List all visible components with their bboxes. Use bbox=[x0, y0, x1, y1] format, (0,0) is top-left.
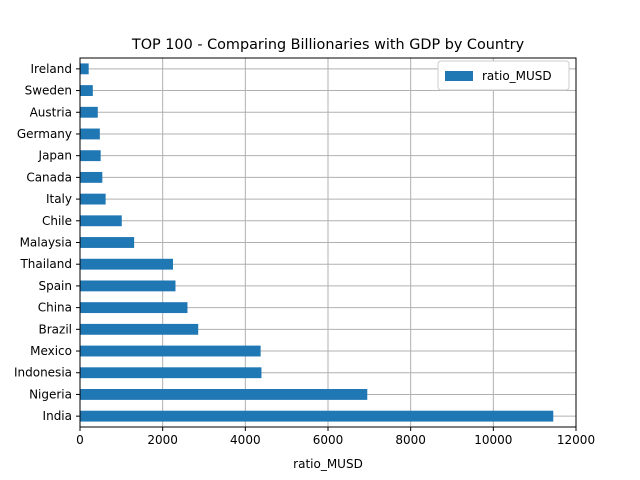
y-tick-label-ireland: Ireland bbox=[30, 62, 72, 76]
x-tick-label: 4000 bbox=[230, 433, 261, 447]
y-tick-label-china: China bbox=[38, 301, 72, 315]
y-tick-label-japan: Japan bbox=[38, 149, 72, 163]
bar-thailand bbox=[80, 258, 173, 270]
bar-ireland bbox=[80, 63, 89, 75]
bar-malaysia bbox=[80, 237, 135, 248]
y-tick-label-indonesia: Indonesia bbox=[14, 366, 72, 380]
legend-label: ratio_MUSD bbox=[482, 69, 552, 83]
x-tick-label: 10000 bbox=[474, 433, 512, 447]
x-tick-label: 8000 bbox=[395, 433, 426, 447]
y-tick-label-germany: Germany bbox=[17, 127, 72, 141]
bar-sweden bbox=[80, 85, 93, 96]
bar-japan bbox=[80, 150, 101, 162]
y-tick-label-canada: Canada bbox=[26, 170, 72, 184]
y-tick-label-chile: Chile bbox=[42, 214, 72, 228]
y-tick-label-italy: Italy bbox=[46, 192, 72, 206]
y-tick-label-thailand: Thailand bbox=[19, 257, 72, 271]
bar-nigeria bbox=[80, 389, 368, 400]
bar-mexico bbox=[80, 345, 261, 357]
x-tick-label: 6000 bbox=[313, 433, 344, 447]
y-tick-label-india: India bbox=[43, 409, 72, 423]
legend-swatch bbox=[445, 71, 473, 81]
y-tick-label-austria: Austria bbox=[30, 105, 72, 119]
bar-germany bbox=[80, 128, 100, 140]
bar-china bbox=[80, 302, 188, 314]
y-tick-label-spain: Spain bbox=[38, 279, 72, 293]
bar-austria bbox=[80, 106, 98, 118]
x-tick-label: 12000 bbox=[557, 433, 595, 447]
bar-indonesia bbox=[80, 367, 262, 379]
bar-canada bbox=[80, 171, 103, 183]
x-tick-label: 2000 bbox=[147, 433, 178, 447]
y-tick-label-nigeria: Nigeria bbox=[29, 387, 72, 401]
bars bbox=[80, 63, 554, 422]
x-ticks: 0 2000 4000 6000 8000 10000 12000 bbox=[76, 427, 595, 447]
x-tick-label: 0 bbox=[76, 433, 84, 447]
legend: ratio_MUSD bbox=[437, 60, 570, 91]
chart-title: TOP 100 - Comparing Billionaries with GD… bbox=[131, 37, 525, 53]
bar-italy bbox=[80, 193, 106, 205]
bar-india bbox=[80, 410, 554, 422]
y-tick-label-sweden: Sweden bbox=[25, 84, 72, 98]
y-ticks: India Nigeria Indonesia Mexico Brazil China Sp… bbox=[14, 62, 80, 423]
bar-chile bbox=[80, 215, 122, 227]
y-tick-label-mexico: Mexico bbox=[30, 344, 72, 358]
bar-spain bbox=[80, 280, 176, 292]
x-axis-label: ratio_MUSD bbox=[293, 457, 363, 471]
legend-box bbox=[437, 60, 570, 91]
bar-brazil bbox=[80, 323, 199, 335]
y-tick-label-malaysia: Malaysia bbox=[20, 236, 72, 250]
y-tick-label-brazil: Brazil bbox=[39, 322, 73, 336]
